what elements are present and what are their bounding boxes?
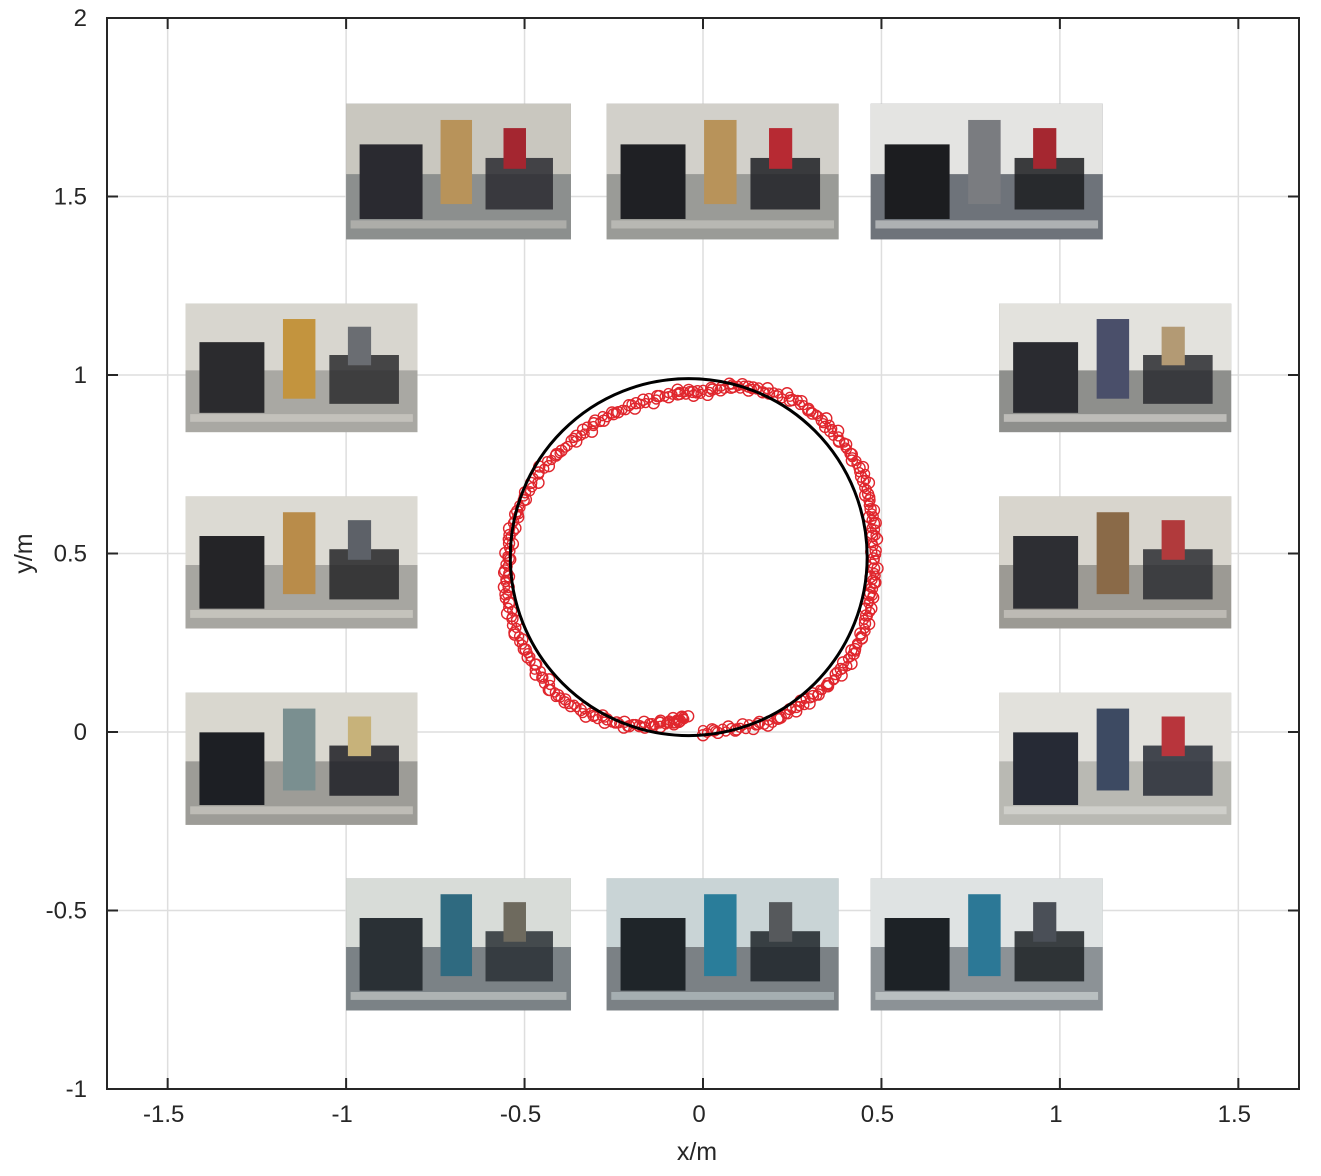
trajectory-point: [869, 544, 882, 557]
trajectory-series: [497, 377, 884, 742]
trajectory-point: [576, 423, 590, 436]
photo-left-3: [185, 692, 418, 825]
trajectory-point: [502, 522, 516, 535]
y-tick-label: 0: [74, 719, 87, 746]
trajectory-point: [654, 714, 667, 727]
trajectory-point: [816, 685, 828, 696]
trajectory-point: [705, 381, 718, 395]
photo-bottom-3: [870, 878, 1103, 1011]
trajectory-point: [783, 394, 796, 407]
trajectory-point: [678, 713, 689, 724]
trajectory-point: [681, 710, 695, 723]
photo-right-1: [999, 303, 1232, 433]
trajectory-point: [554, 447, 565, 459]
trajectory-point: [831, 666, 843, 677]
photo-left-2: [185, 496, 418, 629]
trajectory-point: [695, 388, 706, 400]
trajectory-point: [761, 719, 775, 732]
reference-circle: [508, 377, 869, 738]
trajectory-point: [840, 442, 851, 453]
x-tick-label: 1: [1049, 1101, 1062, 1128]
trajectory-point: [529, 668, 542, 681]
trajectory-point: [617, 404, 628, 415]
trajectory-point: [829, 673, 840, 685]
trajectory-point: [817, 418, 829, 429]
photo-bottom-2: [606, 878, 839, 1011]
trajectory-point: [589, 710, 600, 722]
trajectory-point: [637, 715, 651, 729]
trajectory-point: [679, 387, 690, 398]
x-tick-label: -1: [331, 1101, 352, 1128]
trajectory-point: [848, 642, 862, 656]
trajectory-point: [784, 391, 796, 402]
trajectory-point: [798, 400, 809, 411]
x-tick-label: 0.5: [861, 1101, 894, 1128]
trajectory-point: [507, 605, 518, 617]
trajectory-point: [790, 700, 803, 714]
x-tick-label: 0: [692, 1101, 705, 1128]
trajectory-point: [774, 711, 787, 724]
x-tick-label: -0.5: [500, 1101, 541, 1128]
y-tick-label: -1: [66, 1076, 87, 1103]
trajectory-point: [499, 593, 511, 604]
trajectory-point: [587, 417, 600, 430]
trajectory-point: [560, 442, 571, 453]
trajectory-point: [651, 394, 662, 405]
y-tick-label: 2: [74, 5, 87, 32]
y-tick-label: 1: [74, 362, 87, 389]
trajectory-point: [571, 701, 582, 713]
trajectory-point: [845, 454, 859, 467]
trajectory-point: [581, 421, 593, 432]
trajectory-point: [858, 617, 872, 630]
ticks: -1.5 -1 -0.5 0 0.5 1 1.5 -1 -0.5 0 0.5 1 1.5 2: [46, 5, 1299, 1128]
trajectory-point: [602, 412, 613, 423]
trajectory-point: [710, 725, 721, 737]
trajectory-point: [533, 469, 545, 480]
data-layer: [497, 377, 884, 742]
photo-top-3: [870, 103, 1103, 240]
trajectory-point: [542, 459, 556, 473]
trajectory-point: [859, 482, 870, 493]
photo-top-1: [346, 103, 571, 240]
photo-left-1: [185, 303, 418, 433]
y-tick-label: 1.5: [54, 184, 87, 211]
trajectory-point: [537, 671, 548, 683]
trajectory-point: [794, 700, 805, 712]
trajectory-point: [842, 661, 853, 672]
trajectory-point: [546, 454, 557, 466]
trajectory-point: [833, 431, 844, 442]
photo-right-3: [999, 692, 1232, 825]
trajectory-point: [674, 386, 685, 398]
trajectory-point: [834, 662, 847, 676]
x-tick-label: -1.5: [143, 1101, 184, 1128]
trajectory-point: [867, 562, 881, 575]
trajectory-point: [714, 384, 727, 397]
y-tick-label: -0.5: [46, 898, 87, 925]
x-axis-label: x/m: [677, 1138, 717, 1166]
x-tick-label: 1.5: [1218, 1101, 1251, 1128]
photo-bottom-1: [346, 878, 571, 1011]
photo-top-2: [606, 103, 839, 240]
y-axis-label: y/m: [10, 533, 38, 573]
trajectory-point: [868, 511, 879, 522]
trajectory-point: [805, 406, 817, 418]
trajectory-point: [568, 432, 579, 444]
trajectory-point: [535, 666, 546, 677]
photo-right-2: [999, 496, 1232, 629]
photo-thumbnails: [185, 103, 1232, 1011]
y-tick-label: 0.5: [54, 541, 87, 568]
trajectory-point: [867, 590, 878, 601]
trajectory-point: [864, 596, 875, 607]
trajectory-point: [544, 679, 556, 691]
trajectory-point: [577, 707, 588, 719]
trajectory-point: [629, 396, 643, 410]
trajectory-point: [588, 420, 599, 432]
trajectory-point: [651, 389, 664, 403]
